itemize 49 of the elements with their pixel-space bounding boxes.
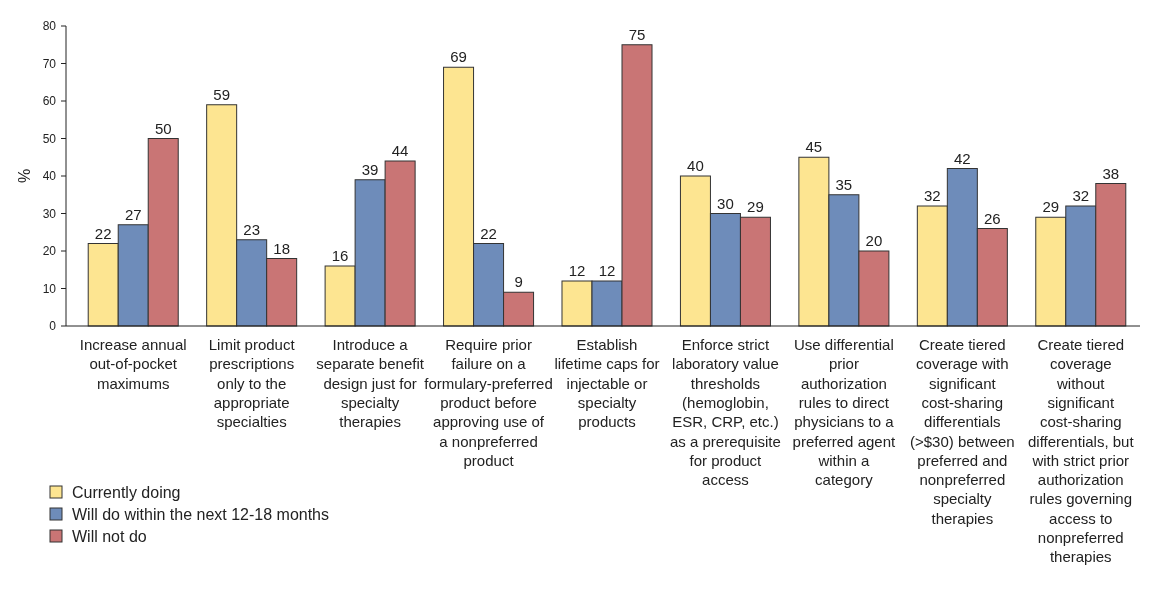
data-label: 59 [213, 85, 230, 103]
data-label: 20 [865, 232, 883, 249]
data-label: 16 [331, 247, 349, 264]
data-label: 75 [628, 25, 646, 43]
data-label: 44 [391, 142, 409, 159]
category-label: Create tiered coverage without significant cost-sharing differentials, but with strict prior authorization rules governing access to nonpreferred therapies [1027, 336, 1134, 566]
data-label: 32 [1072, 187, 1090, 204]
data-label: 12 [568, 262, 586, 279]
data-label: 42 [953, 149, 971, 167]
data-label: 22 [480, 224, 497, 242]
x-tick-label: Introduce a separate benefit design just for specialty therapies [316, 336, 425, 431]
data-label: 35 [835, 175, 853, 193]
x-tick-label: Limit product prescriptions only to the appropriate specialties [208, 336, 296, 431]
legend-label: Currently doing [72, 483, 181, 501]
x-tick-label: Enforce strict laboratory value thresholds (hemoglobin, ESR, CRP, etc.) as a prerequisite for product access [669, 336, 781, 489]
data-label: 38 [1102, 164, 1120, 182]
data-label: 26 [984, 209, 1001, 227]
legend-label: Will not do [72, 527, 147, 545]
y-tick-label: 10 [42, 281, 57, 296]
x-tick-label: Require prior failure on a formulary-preferred product before approving use of a nonpreferred product [424, 336, 553, 469]
y-tick-label: 60 [42, 94, 57, 109]
data-label: 29 [747, 198, 764, 216]
data-label: 9 [514, 273, 523, 291]
y-tick-label: 30 [42, 206, 57, 221]
category-label: Create tiered coverage with significant cost-sharing differentials (>$30) between preferred and nonpreferred specialty therapies [910, 336, 1015, 527]
data-label: 22 [94, 224, 112, 242]
data-label: 12 [598, 262, 616, 279]
y-tick-label: 20 [42, 244, 57, 259]
data-label: 39 [361, 160, 379, 178]
data-label: 69 [450, 48, 467, 66]
y-tick-label: 70 [42, 56, 57, 71]
data-label: 23 [243, 220, 261, 238]
y-tick-label: 0 [49, 319, 57, 334]
y-tick-label: 40 [42, 169, 57, 184]
data-label: 29 [1042, 198, 1060, 216]
x-tick-label: Establish lifetime caps for injectable or specialty products [554, 336, 660, 431]
data-label: 40 [687, 157, 704, 174]
y-tick-label: 50 [42, 131, 57, 146]
data-label: 18 [273, 239, 291, 257]
legend-label: Will do within the next 12-18 months [72, 505, 330, 523]
x-tick-label: Use differential prior authorization rules to direct physicians to a preferred agent within a category [792, 336, 896, 489]
data-label: 45 [805, 138, 823, 156]
data-label: 27 [124, 205, 142, 223]
x-tick-label: Increase annual out-of-pocket maximums [79, 336, 187, 392]
data-label: 30 [717, 194, 734, 212]
y-tick-label: 80 [42, 19, 57, 34]
data-label: 32 [923, 187, 941, 204]
data-label: 50 [154, 119, 172, 137]
y-axis-title: % [16, 168, 33, 184]
